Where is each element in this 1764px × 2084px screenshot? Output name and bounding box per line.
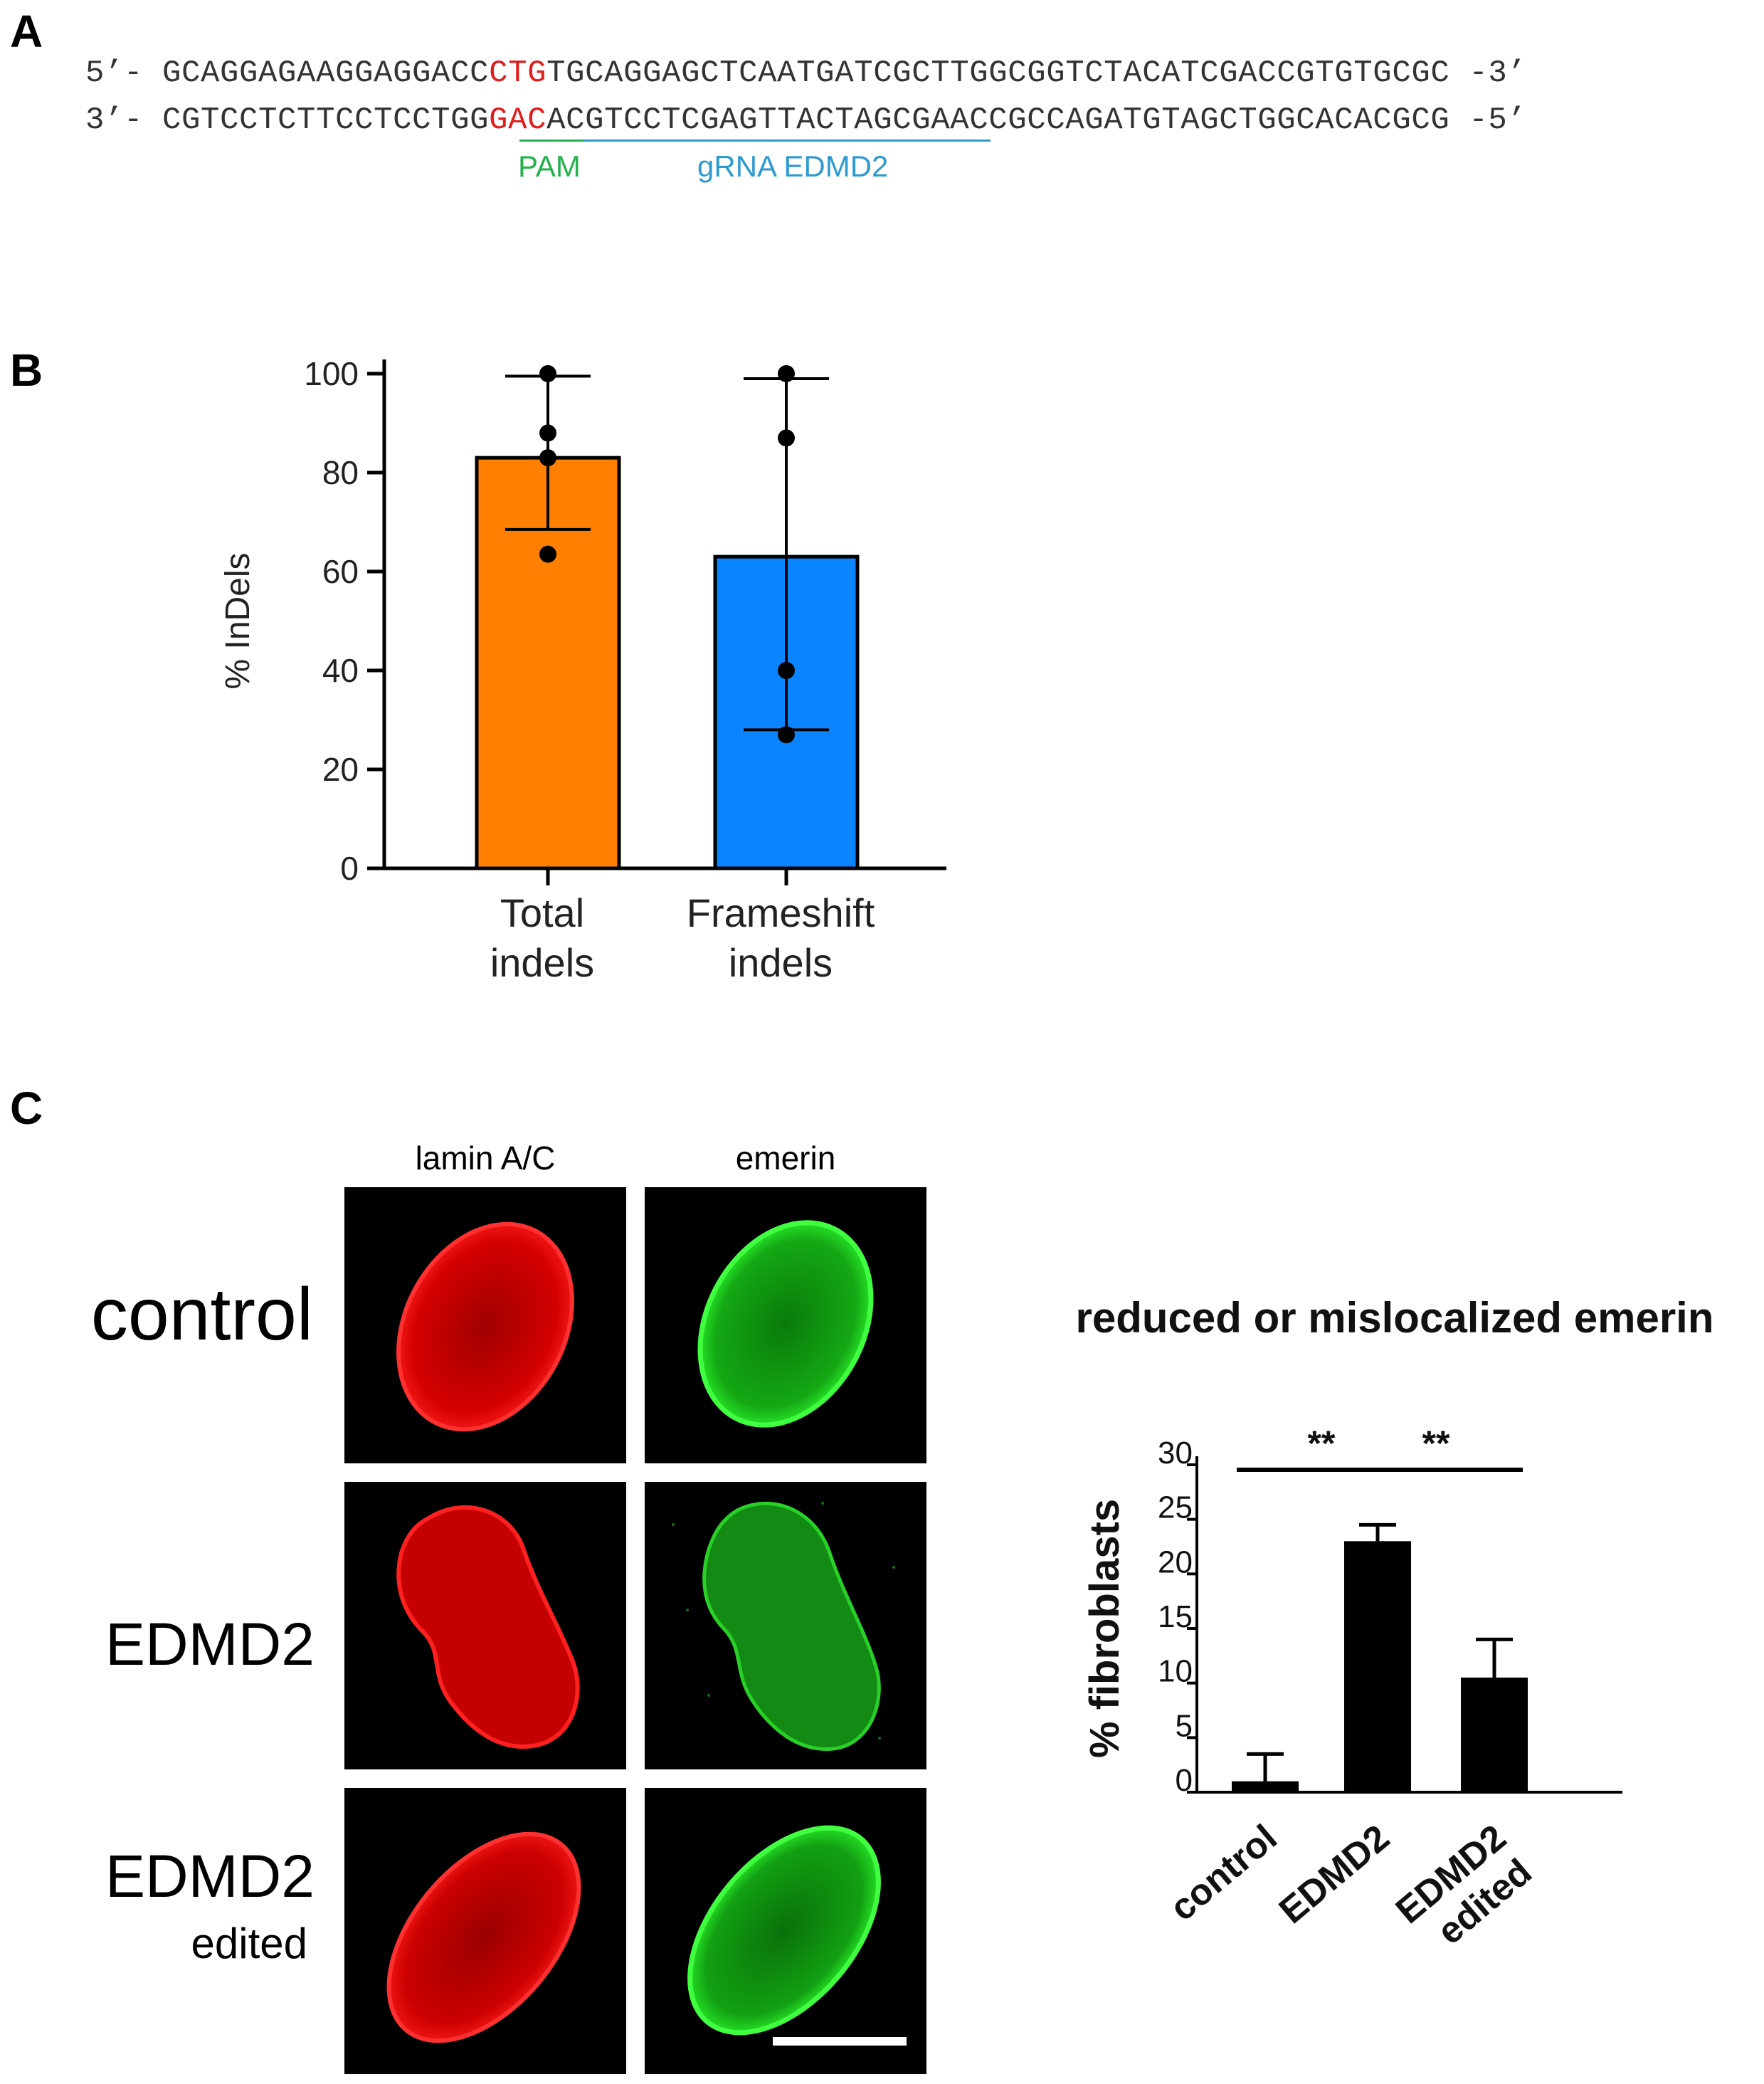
row-label-control: control xyxy=(90,1273,313,1356)
panel-label-c: C xyxy=(10,1083,43,1134)
strand-prefix-3: 3’- xyxy=(85,102,163,138)
scale-bar xyxy=(773,2037,907,2046)
significance-label: ** xyxy=(1422,1423,1450,1463)
x-tick-label: Total xyxy=(500,890,584,935)
data-point xyxy=(539,545,556,563)
image-edited-lamin xyxy=(344,1788,626,2074)
strand-prefix-5: 5’- xyxy=(85,56,163,91)
y-tick-label: 60 xyxy=(322,553,359,590)
nucleus-shape xyxy=(396,1505,580,1749)
grna-underline xyxy=(583,140,991,142)
data-point xyxy=(539,424,556,442)
sequence-segment: CGTCCTCTTCCTCCTGG xyxy=(162,102,490,138)
emerin-bar-chart: reduced or mislocalized emerin 0 5 10 15 20 25… xyxy=(1076,1294,1714,1953)
panel-label-a: A xyxy=(10,6,43,57)
indel-bar-chart: 0 20 40 60 80 100 % InDels Total indels Frameshif… xyxy=(219,355,946,985)
nucleus-shape xyxy=(396,1221,574,1432)
y-tick-label: 100 xyxy=(304,355,359,392)
bar xyxy=(1461,1678,1528,1792)
y-tick-label: 0 xyxy=(340,850,359,887)
column-header-lamin: lamin A/C xyxy=(415,1140,556,1177)
chart-title: reduced or mislocalized emerin xyxy=(1076,1294,1714,1342)
data-point xyxy=(778,726,795,744)
y-axis-label: % fibroblasts xyxy=(1082,1499,1128,1758)
strand-suffix-3: -3’ xyxy=(1449,56,1527,91)
bar xyxy=(1232,1781,1299,1792)
pam-underline xyxy=(519,140,583,142)
sequence-highlight: GAC xyxy=(489,102,547,138)
x-tick-label: Frameshift xyxy=(687,890,875,935)
data-point xyxy=(539,449,556,467)
bar xyxy=(1344,1541,1411,1792)
sequence-line-bottom: 3’- CGTCCTCTTCCTCCTGGGACACGTCCTCGAGTTACT… xyxy=(85,102,1526,138)
row-label-edmd2-edited: EDMD2 xyxy=(105,1843,315,1910)
row-label-edmd2: EDMD2 xyxy=(105,1611,315,1678)
panel-label-b: B xyxy=(10,344,43,396)
x-tick-label: indels xyxy=(729,940,833,985)
strand-suffix-5: -5’ xyxy=(1449,102,1527,138)
y-tick-label: 0 xyxy=(1176,1763,1193,1798)
y-tick-label: 30 xyxy=(1158,1436,1193,1470)
y-tick-label: 15 xyxy=(1158,1599,1193,1634)
x-tick-label: control xyxy=(1162,1817,1284,1930)
data-point xyxy=(778,429,795,447)
image-control-lamin xyxy=(344,1187,626,1463)
y-tick-label: 80 xyxy=(322,454,359,491)
image-edmd2-emerin xyxy=(645,1482,926,1769)
column-header-emerin: emerin xyxy=(735,1140,836,1177)
y-tick-label: 40 xyxy=(322,652,359,689)
y-tick-label: 20 xyxy=(322,751,359,788)
data-point xyxy=(778,662,795,679)
sequence-line-top: 5’- GCAGGAGAAGGAGGACCCTGTGCAGGAGCTCAATGA… xyxy=(85,56,1526,91)
nucleus-shape xyxy=(702,1501,881,1751)
y-tick-label: 5 xyxy=(1176,1708,1193,1743)
y-tick-label: 25 xyxy=(1158,1490,1193,1525)
sequence-segment: GCAGGAGAAGGAGGACC xyxy=(162,56,490,91)
grna-label: gRNA EDMD2 xyxy=(697,149,889,183)
image-edmd2-lamin xyxy=(344,1482,626,1769)
nucleus-shape xyxy=(386,1831,581,2043)
sequence-segment: ACGTCCTCGAGTTACTAGCGAACCGCCAGATGTAGCTGGC… xyxy=(546,102,1450,138)
nucleus-shape xyxy=(687,1825,881,2036)
image-control-emerin xyxy=(645,1187,926,1463)
nucleus-shape xyxy=(697,1220,874,1428)
sequence-segment: TGCAGGAGCTCAATGATCGCTTGGCGGTCTACATCGACCG… xyxy=(546,56,1450,91)
y-tick-label: 20 xyxy=(1158,1544,1193,1579)
y-axis-label: % InDels xyxy=(219,552,257,689)
x-tick-label: indels xyxy=(490,940,594,985)
x-tick-label: EDMD2 xyxy=(1272,1817,1398,1932)
row-sublabel-edited: edited xyxy=(191,1920,307,1967)
data-point xyxy=(539,365,556,382)
y-tick-label: 10 xyxy=(1158,1654,1193,1689)
image-edited-emerin xyxy=(645,1788,926,2074)
significance-label: ** xyxy=(1308,1423,1336,1463)
data-point xyxy=(778,365,795,382)
pam-label: PAM xyxy=(518,149,581,183)
sequence-highlight: CTG xyxy=(489,56,547,91)
